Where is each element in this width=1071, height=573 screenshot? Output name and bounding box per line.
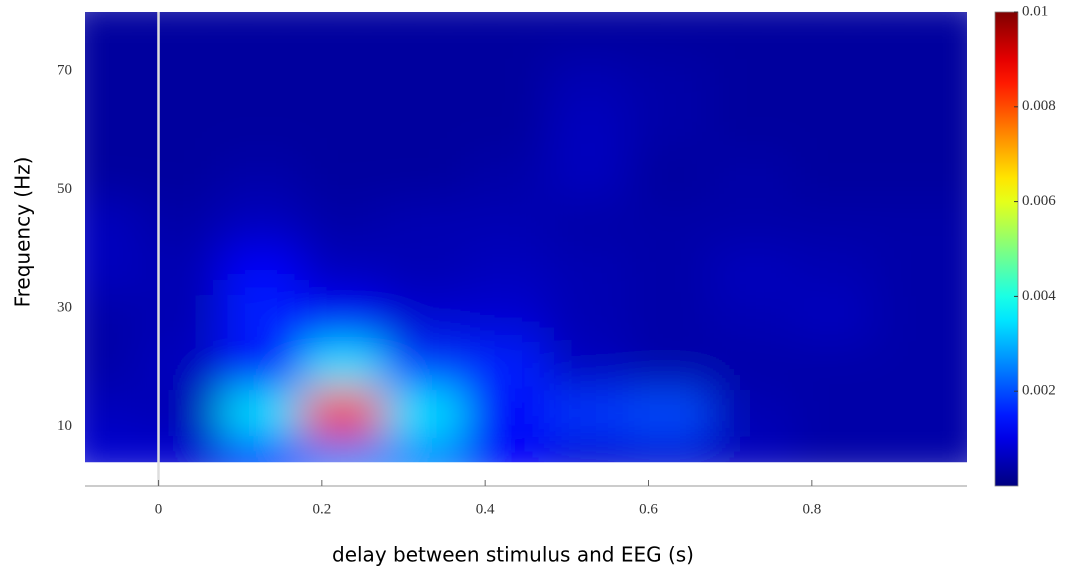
y-tick-label: 10 — [57, 418, 72, 434]
colorbar-tick-label: 0.006 — [1022, 193, 1056, 209]
heatmap-cell — [873, 12, 967, 58]
x-tick-label: 0.6 — [639, 501, 658, 517]
y-tick-label: 30 — [57, 300, 72, 316]
x-tick-label: 0.8 — [802, 501, 821, 517]
colorbar-tick-label: 0.004 — [1022, 288, 1056, 304]
y-tick-label: 70 — [57, 63, 72, 79]
x-tick-label: 0.4 — [476, 501, 495, 517]
y-tick-label: 50 — [57, 181, 72, 197]
y-axis-title: Frequency (Hz) — [11, 157, 35, 308]
heatmap — [85, 12, 967, 463]
x-tick-label: 0.2 — [312, 501, 331, 517]
colorbar — [994, 11, 1019, 487]
colorbar-tick-label: 0.01 — [1022, 3, 1048, 19]
colorbar-tick-label: 0.008 — [1022, 98, 1056, 114]
x-axis-title: delay between stimulus and EEG (s) — [332, 543, 694, 567]
colorbar-tick-label: 0.002 — [1022, 383, 1056, 399]
x-tick-label: 0 — [155, 501, 163, 517]
